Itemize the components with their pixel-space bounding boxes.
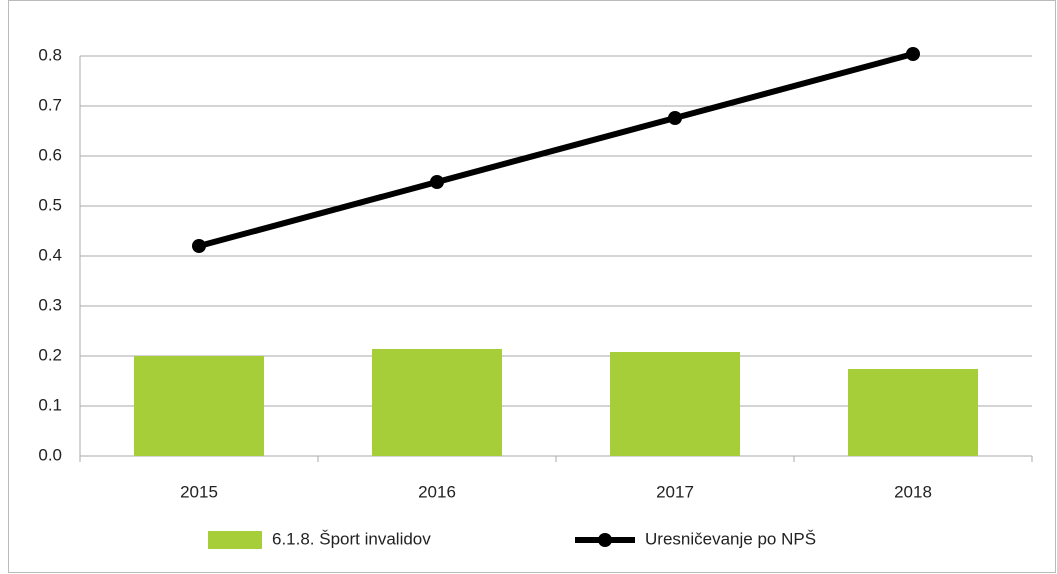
line-marker (192, 239, 206, 253)
chart-frame (8, 0, 1056, 573)
y-tick-label: 0.8 (38, 45, 62, 64)
x-tick-label: 2018 (894, 482, 932, 501)
y-tick-label: 0.1 (38, 395, 62, 414)
legend-label: Uresničevanje po NPŠ (645, 529, 816, 548)
y-tick-label: 0.5 (38, 195, 62, 214)
y-tick-label: 0.7 (38, 95, 62, 114)
line-marker (668, 111, 682, 125)
y-tick-label: 0.3 (38, 295, 62, 314)
y-tick-label: 0.0 (38, 445, 62, 464)
bar (372, 349, 502, 456)
line (198, 51, 914, 249)
legend-label: 6.1.8. Šport invalidov (272, 529, 431, 548)
bar (134, 356, 264, 456)
line-marker (430, 175, 444, 189)
x-tick-label: 2017 (656, 482, 694, 501)
x-tick-label: 2015 (180, 482, 218, 501)
legend-swatch (208, 531, 262, 549)
y-tick-label: 0.2 (38, 345, 62, 364)
legend-marker (598, 533, 612, 547)
line-marker (906, 47, 920, 61)
y-tick-label: 0.6 (38, 145, 62, 164)
x-tick-label: 2016 (418, 482, 456, 501)
y-tick-label: 0.4 (38, 245, 62, 264)
bar (848, 369, 978, 456)
bar (610, 352, 740, 456)
